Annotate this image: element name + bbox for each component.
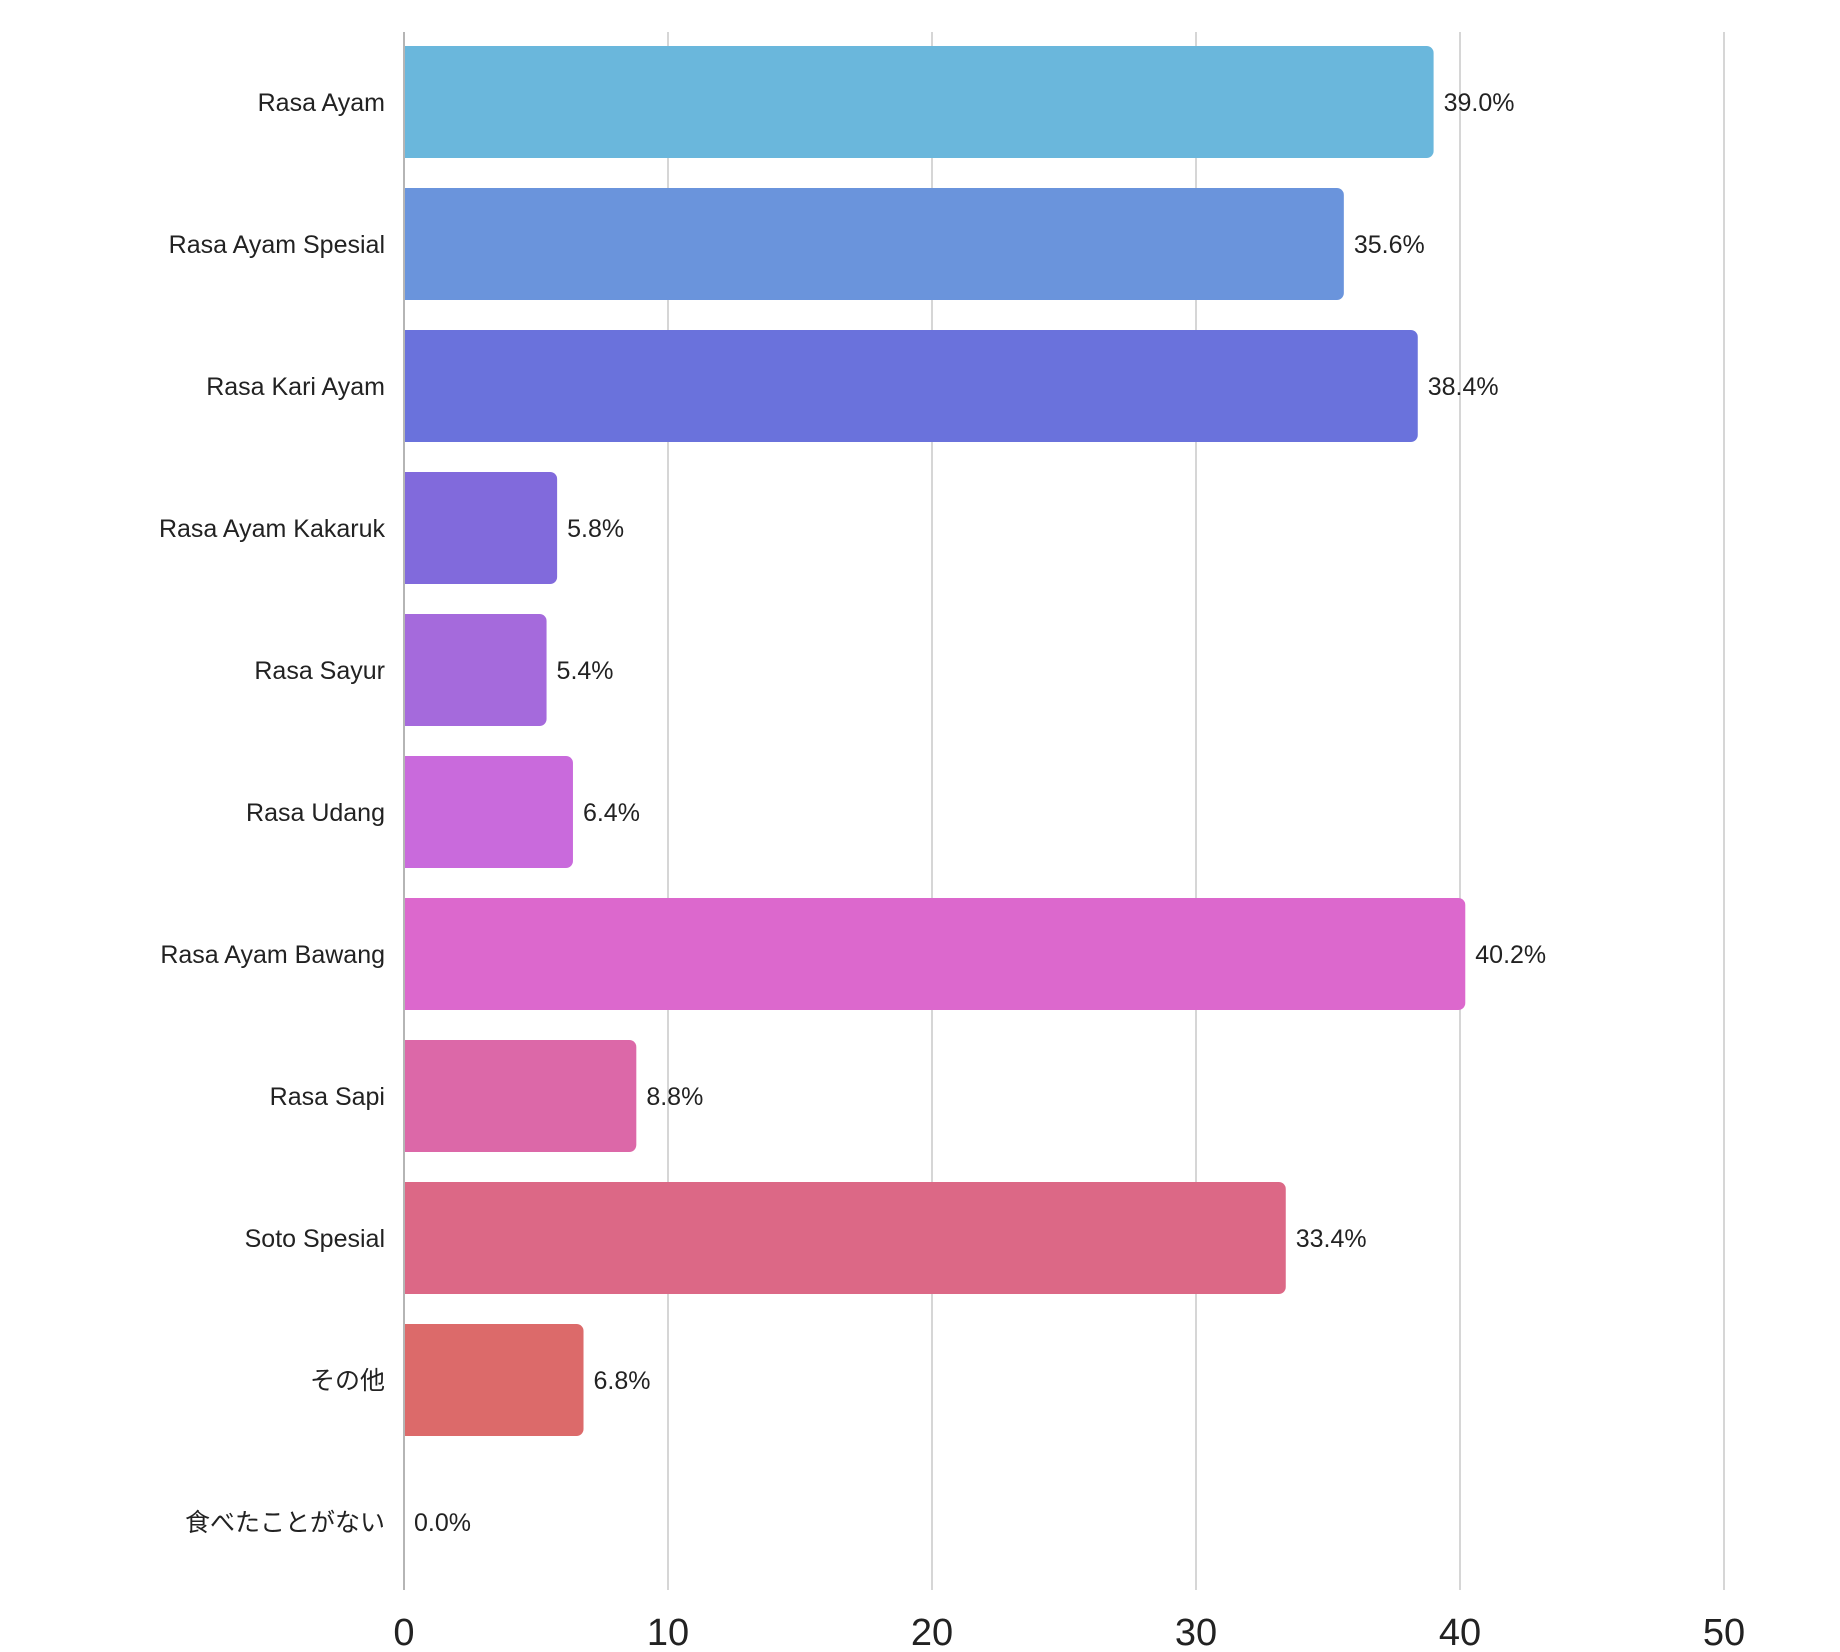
category-label: Soto Spesial [245,1225,385,1253]
category-label: Rasa Ayam [258,89,385,117]
x-tick-label: 0 [393,1612,414,1652]
x-tick-label: 40 [1439,1612,1481,1652]
category-label: Rasa Udang [246,799,385,827]
value-label: 33.4% [1296,1225,1367,1253]
x-tick-label: 30 [1175,1612,1217,1652]
value-label: 0.0% [414,1509,471,1537]
value-label: 6.4% [583,799,640,827]
value-label: 5.4% [557,657,614,685]
bar-base [404,330,414,442]
category-label: Rasa Ayam Spesial [169,231,385,259]
x-tick-label: 20 [911,1612,953,1652]
category-label: Rasa Sayur [254,657,385,685]
bar [404,756,573,868]
bar [404,330,1418,442]
bar-base [404,1040,414,1152]
bar-base [404,1324,414,1436]
category-labels: Rasa Ayam Rasa Ayam Spesial Rasa Kari Ayam… [159,89,386,1537]
value-label: 40.2% [1475,941,1546,969]
bar [404,46,1434,158]
category-label: Rasa Sapi [270,1083,385,1111]
category-label: Rasa Ayam Kakaruk [159,515,386,543]
bar-base [404,756,414,868]
value-label: 6.8% [594,1367,651,1395]
bar-base [404,46,414,158]
x-tick-label: 50 [1703,1612,1745,1652]
x-tick-label: 10 [647,1612,689,1652]
bar-base [404,1182,414,1294]
value-label: 38.4% [1428,373,1499,401]
bar-base [404,472,414,584]
bar [404,188,1344,300]
bar [404,1040,637,1152]
bar [404,1182,1286,1294]
x-axis-ticks: 0 10 20 30 40 50 [393,1612,1745,1652]
bar [404,472,558,584]
value-label: 35.6% [1354,231,1425,259]
category-label: Rasa Ayam Bawang [160,941,385,969]
value-label: 8.8% [646,1083,703,1111]
bar [404,1324,584,1436]
value-label: 5.8% [567,515,624,543]
bars [404,46,1466,1436]
bar-base [404,188,414,300]
category-label: 食べたことがない [185,1509,385,1537]
bar-base [404,614,414,726]
value-labels: 39.0% 35.6% 38.4% 5.8% 5.4% 6.4% 40.2% 8.8% 33.4… [414,89,1546,1537]
bar-base [404,898,414,1010]
category-label: Rasa Kari Ayam [206,373,385,401]
bar [404,898,1466,1010]
value-label: 39.0% [1444,89,1515,117]
bar [404,614,547,726]
category-label: その他 [310,1367,385,1395]
